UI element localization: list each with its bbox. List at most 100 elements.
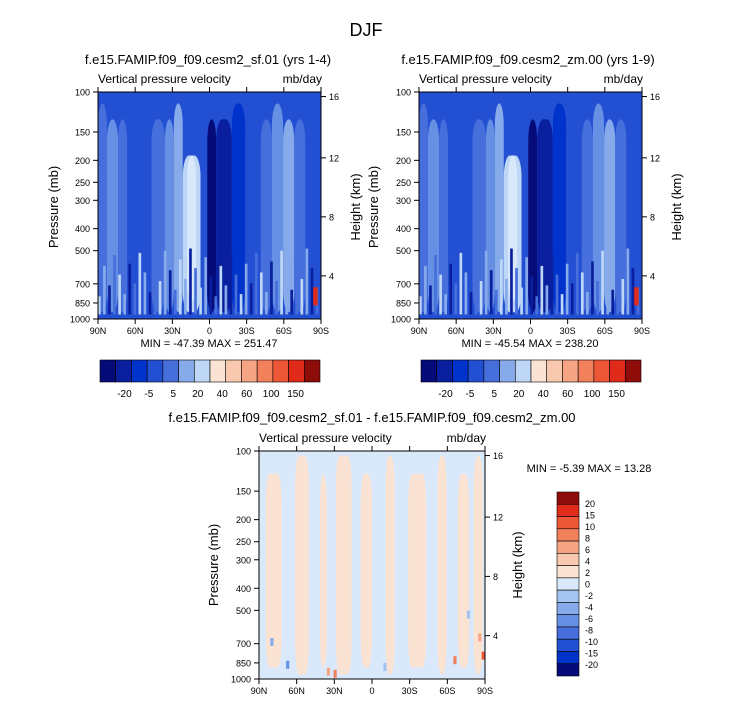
x-tick-label: 60S — [276, 326, 292, 336]
colorbar: -20 -5 5 20 40 60 100 150 — [420, 359, 642, 400]
x-tick-label: 30N — [326, 686, 343, 696]
field-band — [408, 473, 427, 668]
field-band — [151, 119, 165, 313]
field-spike — [449, 263, 453, 315]
field-spike — [596, 281, 599, 315]
field-spike — [464, 272, 468, 315]
field-band — [626, 103, 642, 313]
y-tick-label: 1000 — [70, 315, 90, 325]
field-spike — [153, 261, 157, 315]
y-tick-label: 400 — [396, 224, 411, 234]
field-spike — [290, 289, 294, 315]
field-spike — [565, 263, 569, 315]
field-band — [126, 103, 152, 313]
colorbar-swatch — [499, 359, 516, 383]
field-spike — [474, 261, 478, 315]
field-spike — [229, 255, 233, 315]
colorbar-swatch — [577, 359, 595, 383]
left-label: Vertical pressure velocity — [419, 72, 552, 86]
field-spike — [555, 274, 559, 315]
colorbar-swatch — [178, 359, 195, 383]
field-patch — [478, 633, 482, 642]
field-patch — [466, 610, 471, 619]
field-spike — [204, 257, 207, 315]
field-spike — [184, 278, 187, 315]
field-spike — [143, 272, 147, 315]
colorbar-label: 20 — [513, 389, 525, 400]
colorbar-swatch — [162, 359, 179, 383]
field-spike — [591, 261, 594, 315]
field-spike — [530, 276, 534, 315]
field-spike — [214, 296, 218, 315]
field-spike — [550, 255, 554, 315]
colorbar-swatch — [193, 359, 211, 383]
field-spike — [444, 294, 447, 315]
height-tick-label: 8 — [329, 212, 334, 222]
field-spike — [484, 250, 488, 315]
field-spike — [626, 248, 630, 315]
y-tick-label: 700 — [75, 279, 90, 289]
colorbar-swatch — [556, 651, 580, 665]
colorbar: -20 -5 5 20 40 60 100 150 — [99, 359, 321, 400]
colorbar-swatch — [131, 359, 148, 383]
colorbar-swatch — [556, 589, 580, 603]
y-axis-label: Pressure (mb) — [46, 166, 61, 248]
panel-zm00: f.e15.FAMIP.f09_f09.cesm2_zm.00 (yrs 1-9… — [366, 52, 684, 400]
y-tick-label: 200 — [236, 515, 251, 525]
field-spike — [138, 252, 142, 315]
height-tick-label: 16 — [650, 92, 660, 102]
field-spike — [305, 248, 309, 315]
colorbar-swatch — [241, 359, 258, 383]
field-positive-patch — [634, 287, 639, 306]
colorbar-label: -20 — [438, 389, 453, 400]
field-band — [473, 455, 483, 675]
plot-area: 100 150 200 250 300 400 500 700 850 1000 16 12 8 4 90N… — [70, 87, 339, 336]
x-tick-label: 90N — [411, 326, 428, 336]
y-tick-label: 1000 — [231, 675, 251, 685]
colorbar-swatch — [556, 528, 580, 542]
height-tick-label: 12 — [329, 153, 339, 163]
colorbar-swatch — [420, 359, 438, 383]
field-patch — [326, 667, 330, 676]
field-band — [385, 455, 395, 675]
field-band — [335, 455, 352, 675]
height-tick-label: 4 — [650, 271, 655, 281]
field-spike — [168, 270, 172, 315]
field-spike — [103, 265, 106, 315]
panel-difference: f.e15.FAMIP.f09_f09.cesm2_sf.01 - f.e15.… — [168, 410, 651, 696]
field-band — [485, 119, 495, 313]
y-tick-label: 500 — [396, 246, 411, 256]
field-band — [528, 119, 538, 313]
colorbar-label: -15 — [585, 649, 598, 659]
colorbar-swatch — [556, 565, 580, 579]
field-spike — [479, 281, 483, 315]
colorbar-label: -5 — [144, 389, 153, 400]
colorbar-swatch — [225, 359, 242, 383]
field-spike — [586, 291, 589, 315]
colorbar-label: -10 — [585, 637, 598, 647]
x-tick-label: 0 — [207, 326, 212, 336]
colorbar-label: -5 — [465, 389, 474, 400]
field-band — [295, 455, 309, 675]
field-patch — [270, 637, 274, 646]
field-band — [537, 119, 553, 313]
colorbar-swatch — [556, 491, 580, 505]
colorbar-swatch — [556, 516, 580, 530]
field-spike — [173, 289, 177, 315]
field-spike — [489, 270, 493, 315]
field-band — [581, 119, 593, 313]
field-band — [320, 473, 327, 668]
field-band — [604, 119, 616, 313]
colorbar-label: 20 — [585, 499, 595, 509]
colorbar-label: 10 — [585, 522, 595, 532]
colorbar-label: 150 — [287, 389, 304, 400]
x-tick-label: 60N — [288, 686, 305, 696]
field-band — [437, 455, 447, 675]
x-tick-label: 30S — [402, 686, 418, 696]
page-title: DJF — [350, 20, 383, 40]
colorbar-swatch — [556, 663, 580, 677]
field-spike — [545, 285, 549, 315]
y-tick-label: 300 — [75, 196, 90, 206]
